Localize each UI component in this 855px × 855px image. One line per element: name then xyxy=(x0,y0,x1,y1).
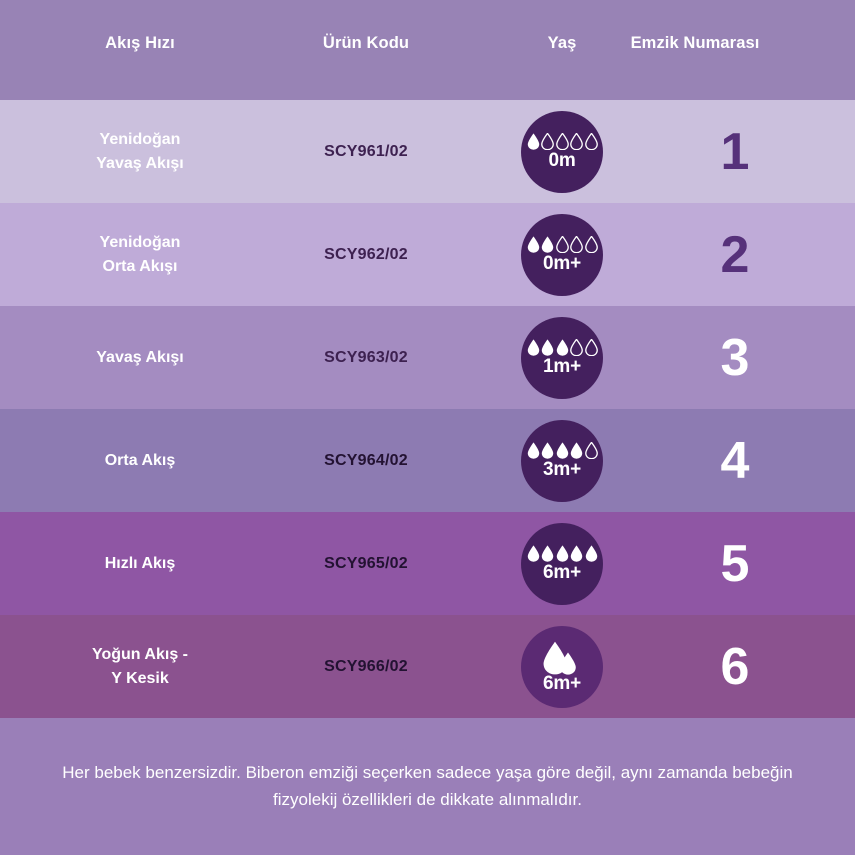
drop-filled-icon xyxy=(556,545,568,562)
flow-drops-indicator xyxy=(527,545,598,562)
flow-drops-indicator xyxy=(527,339,598,356)
drop-filled-icon xyxy=(570,545,583,562)
age-label: 0m xyxy=(548,150,576,171)
drop-filled-icon xyxy=(527,339,539,356)
age-badge: 0m+ xyxy=(521,213,603,296)
table-row[interactable]: Hızlı Akış SCY965/02 6m+ 5 xyxy=(0,512,855,615)
drop-outline-icon xyxy=(541,133,554,150)
table-row[interactable]: Yoğun Akış -Y Kesik SCY966/02 6m+ 6 xyxy=(0,615,855,718)
footer-note-text: Her bebek benzersizdir. Biberon emziği s… xyxy=(62,763,793,809)
drop-outline-icon xyxy=(570,236,583,253)
age-badge: 3m+ xyxy=(521,419,603,502)
column-header-age: Yaş xyxy=(547,34,577,52)
table-header: Akış Hızı Ürün Kodu Yaş Emzik Numarası xyxy=(0,0,855,100)
nipple-number: 4 xyxy=(720,431,750,490)
column-header-nipple-number: Emzik Numarası xyxy=(630,34,760,52)
age-badge: 1m+ xyxy=(521,316,603,399)
age-badge-cell: 0m+ xyxy=(452,203,672,306)
drop-filled-icon xyxy=(570,442,583,459)
product-code: SCY966/02 xyxy=(324,657,408,675)
flow-rate-label: Yavaş Akışı xyxy=(96,348,184,366)
age-label: 0m+ xyxy=(543,253,581,274)
age-badge: 6m+ xyxy=(521,522,603,605)
nipple-number: 1 xyxy=(720,122,750,181)
y-cut-drop-icon xyxy=(542,641,582,675)
column-header-product-code: Ürün Kodu xyxy=(322,34,410,52)
drop-filled-icon xyxy=(527,545,539,562)
nipple-number: 2 xyxy=(720,225,750,284)
table-row[interactable]: Yenidoğan Orta Akışı SCY962/02 0m+ 2 xyxy=(0,203,855,306)
drop-outline-icon xyxy=(584,442,598,459)
drop-filled-icon xyxy=(541,339,554,356)
flow-rate-label: Yenidoğan Orta Akışı xyxy=(99,234,181,275)
nipple-number: 3 xyxy=(720,328,750,387)
drop-filled-icon xyxy=(527,442,539,459)
drop-outline-icon xyxy=(555,133,569,150)
drop-outline-icon xyxy=(555,236,569,253)
drop-outline-icon xyxy=(570,133,583,150)
age-badge-cell: 6m+ xyxy=(452,512,672,615)
age-label: 3m+ xyxy=(543,459,581,480)
age-label: 1m+ xyxy=(543,356,581,377)
table-row[interactable]: Orta Akış SCY964/02 3m+ 4 xyxy=(0,409,855,512)
nipple-number: 5 xyxy=(720,534,750,593)
age-badge: 0m xyxy=(521,110,603,193)
age-badge-cell: 3m+ xyxy=(452,409,672,512)
table-row[interactable]: Yenidoğan Yavaş Akışı SCY961/02 0m 1 xyxy=(0,100,855,203)
drop-outline-icon xyxy=(584,133,598,150)
age-label: 6m+ xyxy=(543,562,581,583)
footer-note: Her bebek benzersizdir. Biberon emziği s… xyxy=(0,718,855,855)
drop-outline-icon xyxy=(584,339,598,356)
drop-filled-icon xyxy=(541,545,554,562)
drop-filled-icon xyxy=(527,133,539,150)
drop-outline-icon xyxy=(570,339,583,356)
age-badge-cell: 6m+ xyxy=(452,615,672,718)
flow-drops-indicator xyxy=(527,442,598,459)
flow-rate-label: Yoğun Akış -Y Kesik xyxy=(92,646,188,687)
flow-drops-indicator xyxy=(527,133,598,150)
drop-filled-icon xyxy=(585,545,597,562)
drop-filled-icon xyxy=(541,442,554,459)
flow-rate-label: Orta Akış xyxy=(104,451,176,469)
flow-drops-indicator xyxy=(527,236,598,253)
product-code: SCY961/02 xyxy=(324,142,408,160)
flow-rate-label: Yenidoğan Yavaş Akışı xyxy=(96,131,184,172)
product-code: SCY965/02 xyxy=(324,554,408,572)
drop-filled-icon xyxy=(541,236,554,253)
column-header-flow-rate: Akış Hızı xyxy=(105,34,175,52)
product-code: SCY962/02 xyxy=(324,245,408,263)
table-row[interactable]: Yavaş Akışı SCY963/02 1m+ 3 xyxy=(0,306,855,409)
nipple-number: 6 xyxy=(720,637,750,696)
drop-filled-icon xyxy=(556,339,568,356)
product-code: SCY963/02 xyxy=(324,348,408,366)
age-badge-cell: 0m xyxy=(452,100,672,203)
product-code: SCY964/02 xyxy=(324,451,408,469)
drop-filled-icon xyxy=(556,442,568,459)
drop-filled-icon xyxy=(527,236,539,253)
age-badge: 6m+ xyxy=(521,625,603,708)
age-badge-cell: 1m+ xyxy=(452,306,672,409)
flow-rate-label: Hızlı Akış xyxy=(104,554,176,572)
drop-outline-icon xyxy=(584,236,598,253)
age-label: 6m+ xyxy=(543,672,581,694)
